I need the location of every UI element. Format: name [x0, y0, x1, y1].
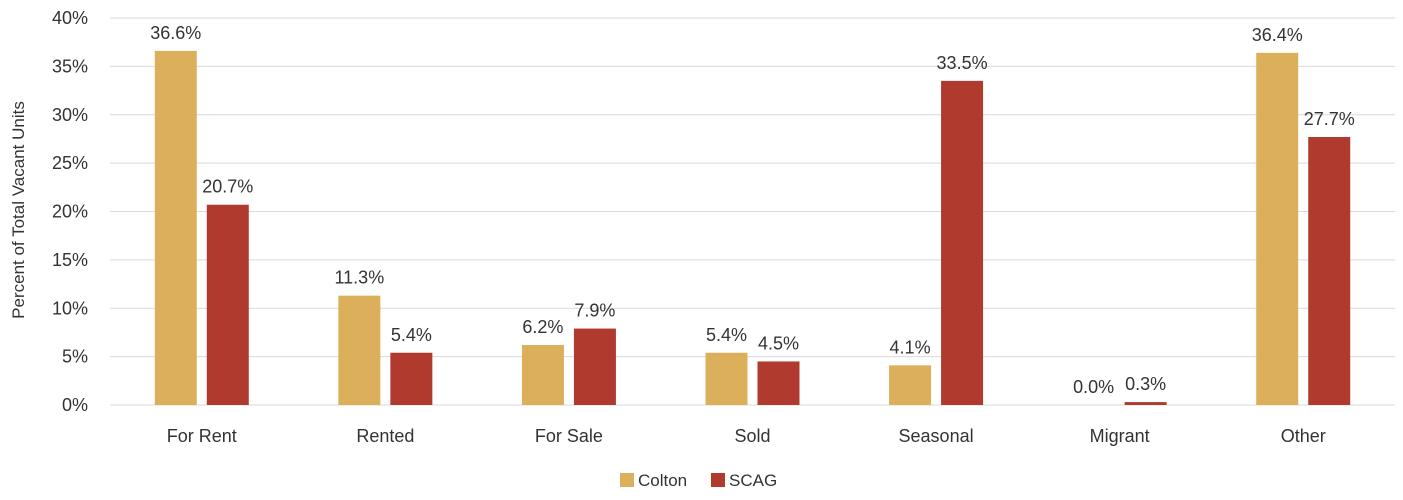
y-axis-ticks: 0% 5% 10% 15% 20% 25% 30% 35% 40%: [52, 8, 88, 415]
y-tick-label: 40%: [52, 8, 88, 28]
y-tick-label: 0%: [62, 395, 88, 415]
data-label-scag-for-rent: 20.7%: [202, 177, 253, 197]
data-label-scag-sold: 4.5%: [758, 333, 799, 353]
category-label-migrant: Migrant: [1090, 426, 1150, 446]
data-label-scag-other: 27.7%: [1304, 109, 1355, 129]
bar-colton-seasonal: [889, 365, 932, 405]
category-label-for-rent: For Rent: [167, 426, 237, 446]
y-tick-label: 15%: [52, 250, 88, 270]
gridlines: [110, 17, 1395, 406]
data-label-scag-migrant: 0.3%: [1125, 374, 1166, 394]
legend-label-scag: SCAG: [729, 471, 777, 490]
bar-scag-for-sale: [573, 328, 616, 405]
bar-scag-rented: [390, 352, 433, 405]
bar-colton-for-sale: [521, 345, 564, 405]
data-label-colton-for-rent: 36.6%: [150, 23, 201, 43]
category-label-seasonal: Seasonal: [899, 426, 974, 446]
data-label-colton-sold: 5.4%: [706, 325, 747, 345]
y-tick-label: 25%: [52, 153, 88, 173]
y-tick-label: 30%: [52, 105, 88, 125]
bar-scag-other: [1308, 137, 1351, 405]
data-label-colton-other: 36.4%: [1252, 25, 1303, 45]
category-label-sold: Sold: [734, 426, 770, 446]
data-label-scag-seasonal: 33.5%: [937, 53, 988, 73]
data-label-scag-for-sale: 7.9%: [574, 301, 615, 321]
data-label-colton-seasonal: 4.1%: [890, 337, 931, 357]
legend-swatch-colton: [620, 473, 634, 487]
bar-scag-migrant: [1124, 402, 1167, 405]
category-label-rented: Rented: [356, 426, 414, 446]
y-tick-label: 10%: [52, 298, 88, 318]
x-axis-categories: For Rent Rented For Sale Sold Seasonal Migran…: [167, 426, 1326, 446]
bar-scag-for-rent: [206, 204, 249, 405]
legend: Colton SCAG: [620, 471, 777, 490]
bar-scag-seasonal: [941, 80, 984, 405]
data-label-colton-migrant: 0.0%: [1073, 377, 1114, 397]
category-label-other: Other: [1281, 426, 1326, 446]
bar-colton-rented: [338, 295, 381, 405]
y-axis-title: Percent of Total Vacant Units: [9, 101, 28, 319]
bar-colton-other: [1256, 52, 1299, 405]
data-label-colton-for-sale: 6.2%: [522, 317, 563, 337]
bar-scag-sold: [757, 361, 800, 405]
y-tick-label: 20%: [52, 202, 88, 222]
bar-colton-for-rent: [154, 50, 197, 406]
data-label-scag-rented: 5.4%: [391, 325, 432, 345]
y-tick-label: 5%: [62, 347, 88, 367]
y-tick-label: 35%: [52, 56, 88, 76]
bar-colton-sold: [705, 352, 748, 405]
legend-swatch-scag: [711, 473, 725, 487]
legend-label-colton: Colton: [638, 471, 687, 490]
bars: [154, 50, 1351, 406]
category-label-for-sale: For Sale: [535, 426, 603, 446]
data-label-colton-rented: 11.3%: [335, 268, 385, 288]
data-labels: 36.6% 20.7% 11.3% 5.4% 6.2% 7.9% 5.4% 4.5% 4.1% 3…: [150, 23, 1354, 397]
